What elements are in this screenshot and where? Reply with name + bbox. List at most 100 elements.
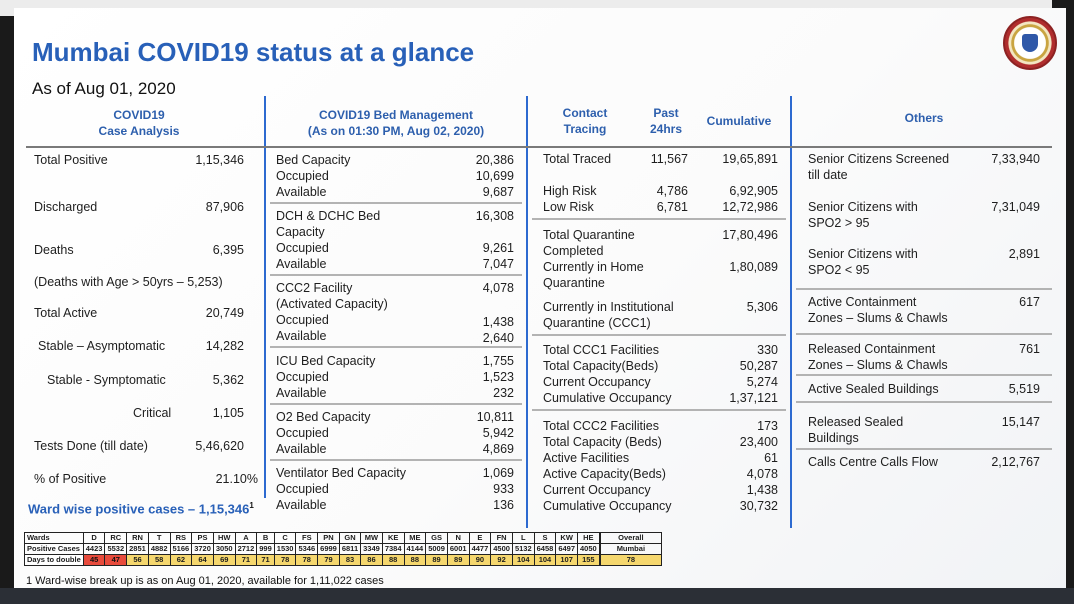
released-cz-value: 761	[1019, 342, 1040, 356]
ward-cases-cell: 5166	[169, 543, 193, 555]
sc-screened-label-line2: till date	[808, 168, 848, 182]
home-quarantine-value: 1,80,089	[729, 260, 778, 274]
ccc2-capacity-value: 4,078	[482, 281, 514, 295]
ward-name-cell: L	[511, 532, 535, 544]
bed-available-label: Available	[276, 185, 327, 199]
ward-table: Wards D RC RN T RS PS HW A B C FS PN GN MW KE ME GS N E FN L S…	[24, 532, 663, 566]
header-past-line2: 24hrs	[649, 122, 683, 136]
ccc1-cumulative-label: Cumulative Occupancy	[543, 391, 672, 405]
sc-screened-label-line1: Senior Citizens Screened	[808, 152, 950, 166]
ccc2-available-value: 2,640	[482, 331, 514, 345]
vent-label: Ventilator Bed Capacity	[276, 466, 406, 480]
sc-below-label-line2: SPO2 < 95	[808, 263, 870, 277]
sc-below-label-line1: Senior Citizens with	[808, 247, 918, 261]
ward-name-cell: PS	[191, 532, 214, 544]
ward-days-cell: 83	[338, 554, 362, 566]
bed-occupied-value: 10,699	[475, 169, 514, 183]
deaths-age-note: (Deaths with Age > 50yrs – 5,253)	[34, 275, 223, 289]
ward-name-cell: C	[273, 532, 297, 544]
ward-name-cell: KW	[555, 532, 578, 544]
bed-capacity-value: 20,386	[475, 153, 514, 167]
vent-available-label: Available	[276, 498, 327, 512]
total-active-label: Total Active	[34, 306, 98, 320]
ward-cases-cell: 3050	[212, 543, 236, 555]
ward-cases-cell: 999	[256, 543, 275, 555]
ward-name-cell: N	[446, 532, 470, 544]
icu-occupied-value: 1,523	[482, 370, 514, 384]
ward-cases-cell: 4500	[490, 543, 513, 555]
ward-days-cell: 47	[104, 554, 128, 566]
ward-days-cell: 107	[555, 554, 578, 566]
ward-days-cell: 78	[295, 554, 319, 566]
discharged-value: 87,906	[205, 200, 244, 214]
ward-cases-cell: 4144	[403, 543, 427, 555]
dch-label-line2: Capacity	[276, 225, 325, 239]
high-risk-24h: 4,786	[656, 184, 688, 198]
high-risk-label: High Risk	[543, 184, 597, 198]
header-contact-line1: Contact	[562, 106, 608, 120]
ward-cases-cell: 2851	[126, 543, 149, 555]
dch-occupied-label: Occupied	[276, 241, 329, 255]
ward-name-cell: RN	[126, 532, 149, 544]
sealed-value: 5,519	[1008, 382, 1040, 396]
sealed-divider	[796, 401, 1052, 403]
ward-days-cell: 56	[126, 554, 149, 566]
header-case-analysis-line1: COVID19	[113, 108, 165, 122]
ccc2-label-line2: (Activated Capacity)	[276, 297, 388, 311]
divider-cases-beds	[264, 96, 266, 498]
total-traced-cumulative: 19,65,891	[722, 152, 778, 166]
ward-cases-cell: 4477	[468, 543, 492, 555]
ward-name-cell: PN	[317, 532, 340, 544]
ccc1-facilities-label: Total CCC1 Facilities	[543, 343, 660, 357]
ccc2-row-divider	[270, 346, 522, 348]
ward-days-cell: 64	[191, 554, 214, 566]
ccc2-occupancy-value: 1,438	[746, 483, 778, 497]
icu-row-divider	[270, 403, 522, 405]
ward-cases-row: Positive Cases 4423 5532 2851 4882 5166 3720 30…	[24, 543, 663, 555]
ccc1-row-divider	[532, 409, 786, 411]
inst-quarantine-label-line2: Quarantine (CCC1)	[543, 316, 651, 330]
header-bed-management-line1: COVID19 Bed Management	[318, 108, 474, 122]
ward-days-cell: 89	[446, 554, 470, 566]
ward-cases-cell: 6458	[533, 543, 557, 555]
total-positive-label: Total Positive	[34, 153, 108, 167]
slide: Mumbai COVID19 status at a glance As of …	[14, 8, 1066, 592]
active-cz-label-line1: Active Containment	[808, 295, 917, 309]
divider-beds-contact	[526, 96, 528, 528]
ward-cases-cell: 6497	[555, 543, 578, 555]
ccc2-total-capacity-value: 23,400	[739, 435, 778, 449]
ward-row-label: Positive Cases	[24, 543, 84, 555]
bed-available-value: 9,687	[482, 185, 514, 199]
low-risk-label: Low Risk	[543, 200, 594, 214]
sc-screened-value: 7,33,940	[991, 152, 1040, 166]
seal-shield-icon	[1022, 34, 1038, 52]
ward-name-cell: B	[256, 532, 275, 544]
ward-cases-cell: 2712	[234, 543, 258, 555]
ward-days-cell: 92	[490, 554, 513, 566]
ccc2-label-line1: CCC2 Facility	[276, 281, 353, 295]
as-of-date: As of Aug 01, 2020	[32, 79, 176, 98]
icu-occupied-label: Occupied	[276, 370, 329, 384]
rel-sealed-label-line1: Released Sealed	[808, 415, 904, 429]
ward-name-cell: E	[468, 532, 492, 544]
low-risk-24h: 6,781	[656, 200, 688, 214]
o2-available-value: 4,869	[482, 442, 514, 456]
ward-days-cell: 155	[576, 554, 601, 566]
ccc2-active-capacity-label: Active Capacity(Beds)	[543, 467, 666, 481]
tests-label: Tests Done (till date)	[34, 439, 148, 453]
ward-cases-cell: 3349	[360, 543, 383, 555]
dch-capacity-value: 16,308	[475, 209, 514, 223]
ward-days-cell: 90	[468, 554, 492, 566]
dch-available-value: 7,047	[482, 257, 514, 271]
sealed-label: Active Sealed Buildings	[808, 382, 939, 396]
inst-quarantine-value: 5,306	[746, 300, 778, 314]
ward-days-cell: 104	[511, 554, 535, 566]
dch-occupied-value: 9,261	[482, 241, 514, 255]
symptomatic-label: Stable - Symptomatic	[47, 373, 166, 387]
ward-cases-cell: 6001	[446, 543, 470, 555]
total-traced-24h: 11,567	[650, 152, 688, 166]
ward-days-cell: 69	[212, 554, 236, 566]
vent-capacity-value: 1,069	[482, 466, 514, 480]
released-cz-label-line1: Released Containment	[808, 342, 936, 356]
header-others: Others	[904, 111, 944, 125]
